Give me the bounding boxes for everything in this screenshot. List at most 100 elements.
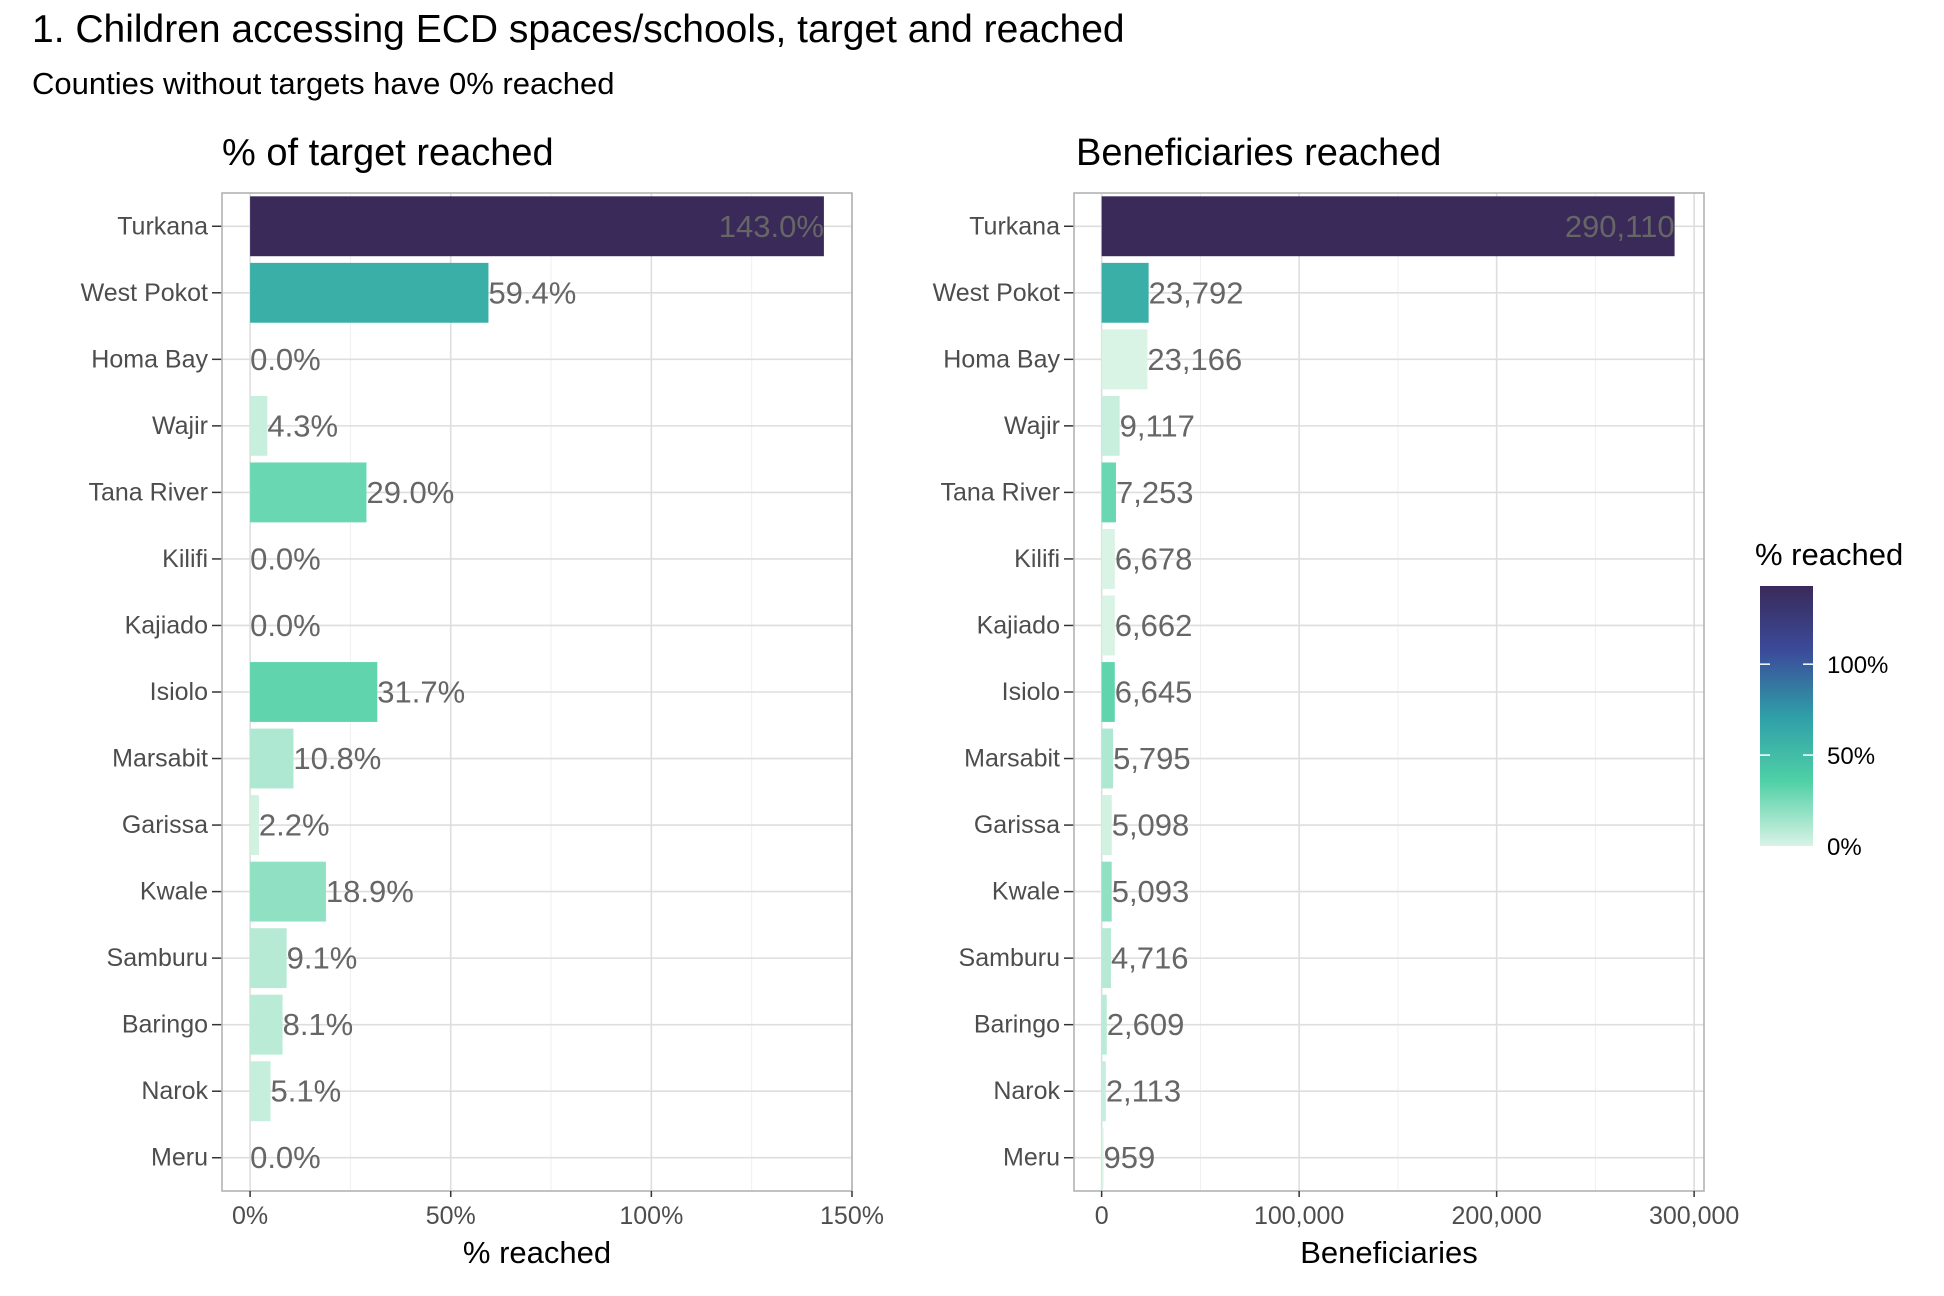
- category-label: Kwale: [140, 878, 208, 906]
- category-label: Narok: [141, 1077, 208, 1105]
- category-label: Turkana: [117, 212, 208, 240]
- value-label: 5.1%: [271, 1074, 342, 1109]
- category-label: Homa Bay: [91, 345, 208, 373]
- value-label: 9.1%: [287, 941, 358, 976]
- bar-tana-river: [1101, 462, 1116, 523]
- category-label: Isiolo: [1002, 678, 1060, 706]
- category-label: Meru: [1003, 1144, 1060, 1172]
- x-tick-label: 50%: [426, 1202, 476, 1230]
- category-label: Samburu: [107, 944, 208, 972]
- category-label: West Pokot: [81, 279, 208, 307]
- category-label: Wajir: [1004, 412, 1060, 440]
- bar-marsabit: [250, 728, 294, 789]
- category-label: Homa Bay: [943, 345, 1060, 373]
- value-label: 0.0%: [250, 608, 321, 643]
- category-label: Turkana: [969, 212, 1060, 240]
- bar-west-pokot: [1101, 262, 1149, 323]
- value-label: 0.0%: [250, 1140, 321, 1175]
- category-label: Wajir: [152, 412, 208, 440]
- x-tick-label: 300,000: [1649, 1202, 1739, 1230]
- value-label: 0.0%: [250, 541, 321, 576]
- value-label: 10.8%: [293, 741, 381, 776]
- category-label: Samburu: [959, 944, 1060, 972]
- bar-kilifi: [1101, 528, 1115, 589]
- value-label: 2.2%: [259, 808, 330, 843]
- category-label: Kilifi: [1014, 545, 1060, 573]
- value-label: 6,645: [1115, 675, 1193, 710]
- bar-kwale: [250, 861, 326, 922]
- value-label: 0.0%: [250, 342, 321, 377]
- panel-border: [221, 192, 853, 1192]
- legend-label: 50%: [1827, 743, 1875, 770]
- bar-turkana: [250, 196, 824, 257]
- chart-subtitle: Counties without targets have 0% reached: [32, 66, 615, 101]
- value-label: 31.7%: [377, 675, 465, 710]
- value-label: 4.3%: [267, 408, 338, 443]
- value-label: 8.1%: [283, 1007, 354, 1042]
- category-label: Kajiado: [125, 611, 208, 639]
- x-tick-label: 0: [1095, 1202, 1109, 1230]
- bar-garissa: [1101, 795, 1112, 856]
- category-label: Isiolo: [150, 678, 208, 706]
- bar-tana-river: [250, 462, 367, 523]
- legend-label: 100%: [1827, 652, 1888, 679]
- legend-title: % reached: [1755, 537, 1903, 572]
- bar-turkana: [1101, 196, 1675, 257]
- bar-kajiado: [1101, 595, 1115, 656]
- category-label: Tana River: [89, 478, 209, 506]
- bar-west-pokot: [250, 262, 489, 323]
- bar-baringo: [250, 994, 283, 1055]
- bar-marsabit: [1101, 728, 1114, 789]
- value-labels: 290,110 23,792 23,166 9,117 7,253 6,678 6,662 6…: [1104, 209, 1675, 1175]
- chart-title: 1. Children accessing ECD spaces/schools…: [32, 8, 1125, 51]
- bar-isiolo: [250, 662, 378, 722]
- bar-wajir: [250, 395, 268, 456]
- x-tick-label: 200,000: [1451, 1202, 1541, 1230]
- value-label: 143.0%: [719, 209, 824, 244]
- x-tick-label: 150%: [820, 1202, 884, 1230]
- bar-meru: [1101, 1127, 1104, 1188]
- legend: % reached 100% 50% 0%: [1755, 537, 1903, 861]
- value-label: 5,795: [1113, 741, 1191, 776]
- bar-wajir: [1101, 395, 1120, 456]
- panel-title: Beneficiaries reached: [1076, 132, 1441, 174]
- bar-homa-bay: [1101, 329, 1148, 390]
- value-label: 29.0%: [366, 475, 454, 510]
- legend-colorbar: [1760, 586, 1813, 846]
- bar-kwale: [1101, 861, 1112, 922]
- bar-narok: [250, 1061, 271, 1122]
- legend-label: 0%: [1827, 834, 1862, 861]
- category-label: Marsabit: [112, 745, 208, 773]
- category-label: Kajiado: [977, 611, 1060, 639]
- bar-isiolo: [1101, 662, 1115, 722]
- category-label: Marsabit: [964, 745, 1060, 773]
- x-tick-label: 100,000: [1254, 1202, 1344, 1230]
- panel-percent-reached: % of target reached 143.0% 59.4% 0.0% 4.3% 29…: [81, 132, 884, 1270]
- bar-samburu: [1101, 928, 1111, 989]
- panel-title: % of target reached: [222, 132, 554, 174]
- grid: [1074, 193, 1704, 1191]
- value-label: 5,093: [1112, 874, 1190, 909]
- panel-border: [1073, 192, 1705, 1192]
- value-label: 59.4%: [488, 275, 576, 310]
- bar-baringo: [1101, 994, 1107, 1055]
- panel-beneficiaries: Beneficiaries reached 290,110 23,792 23,166…: [933, 132, 1740, 1270]
- x-axis-title: Beneficiaries: [1300, 1235, 1477, 1270]
- value-label: 9,117: [1120, 408, 1195, 443]
- category-label: Kilifi: [162, 545, 208, 573]
- value-label: 23,792: [1149, 275, 1244, 310]
- bar-garissa: [250, 795, 259, 856]
- value-label: 5,098: [1112, 808, 1190, 843]
- bars: [1101, 196, 1675, 1188]
- bar-samburu: [250, 928, 287, 989]
- category-label: Garissa: [122, 811, 208, 839]
- category-label: Tana River: [941, 478, 1061, 506]
- value-label: 6,678: [1115, 541, 1193, 576]
- x-axis-title: % reached: [463, 1235, 611, 1270]
- value-label: 18.9%: [326, 874, 414, 909]
- category-label: Baringo: [122, 1011, 208, 1039]
- category-label: Meru: [151, 1144, 208, 1172]
- value-label: 23,166: [1147, 342, 1242, 377]
- x-tick-label: 0%: [232, 1202, 268, 1230]
